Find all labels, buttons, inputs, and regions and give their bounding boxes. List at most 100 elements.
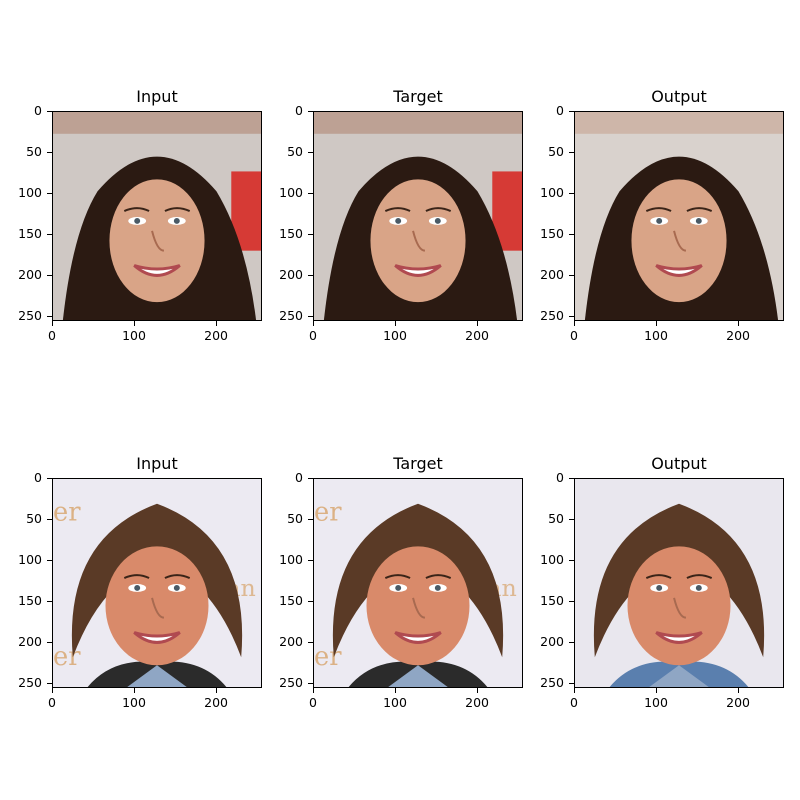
xtick-label: 200 xyxy=(204,328,228,343)
ytick-label: 250 xyxy=(18,675,42,691)
xtick-label: 200 xyxy=(726,328,750,343)
xtick-mark xyxy=(395,321,397,326)
xtick-mark xyxy=(656,321,658,326)
xtick-mark xyxy=(216,321,218,326)
ytick-mark xyxy=(569,193,574,195)
ytick-mark xyxy=(308,642,313,644)
ytick-label: 0 xyxy=(295,103,303,118)
panel-title-5: Target xyxy=(393,454,443,473)
panel-image-6 xyxy=(574,478,784,688)
ytick-label: 150 xyxy=(18,226,42,242)
ytick-label: 250 xyxy=(540,308,564,324)
xtick-mark xyxy=(134,688,136,693)
xtick-mark xyxy=(313,321,314,326)
ytick-label: 200 xyxy=(18,634,42,650)
ytick-mark xyxy=(47,234,52,236)
xtick-mark xyxy=(313,688,314,693)
ytick-mark xyxy=(308,601,313,603)
xtick-mark xyxy=(52,321,53,326)
ytick-label: 150 xyxy=(540,226,564,242)
xtick-label: 100 xyxy=(122,328,146,343)
xtick-mark xyxy=(52,688,53,693)
xtick-mark xyxy=(574,688,575,693)
xtick-label: 100 xyxy=(644,695,668,710)
ytick-label: 50 xyxy=(26,144,42,160)
ytick-mark xyxy=(47,111,52,112)
ytick-label: 150 xyxy=(540,593,564,609)
ytick-mark xyxy=(569,275,574,277)
ytick-mark xyxy=(47,642,52,644)
xtick-mark xyxy=(477,321,479,326)
ytick-mark xyxy=(308,111,313,112)
ytick-label: 100 xyxy=(18,552,42,568)
ytick-mark xyxy=(47,152,52,154)
panel-image-2 xyxy=(313,111,523,321)
xtick-mark xyxy=(574,321,575,326)
xtick-label: 100 xyxy=(383,695,407,710)
xtick-label: 100 xyxy=(383,328,407,343)
ytick-label: 100 xyxy=(279,185,303,201)
ytick-mark xyxy=(47,275,52,277)
ytick-label: 250 xyxy=(279,675,303,691)
ytick-label: 200 xyxy=(279,267,303,283)
ytick-label: 100 xyxy=(540,185,564,201)
xtick-mark xyxy=(134,321,136,326)
ytick-label: 100 xyxy=(279,552,303,568)
ytick-mark xyxy=(308,234,313,236)
xtick-label: 0 xyxy=(48,328,56,343)
xtick-mark xyxy=(656,688,658,693)
ytick-label: 0 xyxy=(556,103,564,118)
ytick-label: 150 xyxy=(279,226,303,242)
ytick-label: 50 xyxy=(548,511,564,527)
panel-image-4: er er an xyxy=(52,478,262,688)
ytick-mark xyxy=(569,642,574,644)
xtick-label: 200 xyxy=(726,695,750,710)
ytick-mark xyxy=(569,111,574,112)
ytick-label: 50 xyxy=(548,144,564,160)
ytick-label: 250 xyxy=(18,308,42,324)
ytick-mark xyxy=(308,519,313,521)
ytick-mark xyxy=(308,683,313,685)
ytick-label: 200 xyxy=(18,267,42,283)
panel-title-6: Output xyxy=(651,454,707,473)
ytick-label: 0 xyxy=(34,470,42,485)
xtick-label: 100 xyxy=(644,328,668,343)
ytick-mark xyxy=(569,152,574,154)
ytick-mark xyxy=(569,234,574,236)
ytick-label: 200 xyxy=(279,634,303,650)
ytick-mark xyxy=(569,519,574,521)
xtick-label: 0 xyxy=(570,695,578,710)
ytick-label: 100 xyxy=(18,185,42,201)
ytick-label: 200 xyxy=(540,634,564,650)
ytick-mark xyxy=(569,478,574,479)
ytick-mark xyxy=(47,478,52,479)
ytick-mark xyxy=(47,193,52,195)
ytick-label: 0 xyxy=(295,470,303,485)
ytick-mark xyxy=(47,683,52,685)
ytick-mark xyxy=(308,478,313,479)
xtick-label: 0 xyxy=(309,328,317,343)
ytick-label: 50 xyxy=(26,511,42,527)
ytick-label: 0 xyxy=(34,103,42,118)
ytick-label: 50 xyxy=(287,144,303,160)
ytick-mark xyxy=(47,519,52,521)
xtick-label: 0 xyxy=(309,695,317,710)
ytick-mark xyxy=(47,316,52,318)
xtick-label: 200 xyxy=(465,328,489,343)
panel-title-4: Input xyxy=(136,454,178,473)
panel-title-2: Target xyxy=(393,87,443,106)
ytick-label: 250 xyxy=(540,675,564,691)
ytick-mark xyxy=(47,601,52,603)
ytick-label: 250 xyxy=(279,308,303,324)
xtick-label: 100 xyxy=(122,695,146,710)
xtick-mark xyxy=(477,688,479,693)
panel-title-1: Input xyxy=(136,87,178,106)
xtick-label: 0 xyxy=(570,328,578,343)
ytick-label: 150 xyxy=(279,593,303,609)
ytick-mark xyxy=(308,316,313,318)
xtick-label: 0 xyxy=(48,695,56,710)
ytick-mark xyxy=(308,560,313,562)
xtick-mark xyxy=(216,688,218,693)
ytick-mark xyxy=(569,316,574,318)
